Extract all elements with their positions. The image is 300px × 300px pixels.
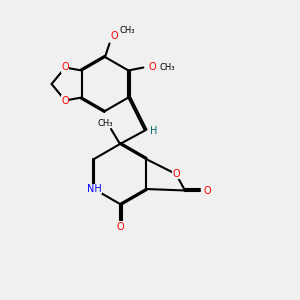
Text: O: O <box>172 169 180 179</box>
Text: H: H <box>150 125 158 136</box>
Text: O: O <box>204 185 211 196</box>
Text: O: O <box>110 31 118 41</box>
Text: CH₃: CH₃ <box>120 26 135 34</box>
Text: O: O <box>61 95 69 106</box>
Text: CH₃: CH₃ <box>160 63 175 72</box>
Text: NH: NH <box>87 184 101 194</box>
Text: O: O <box>148 62 156 73</box>
Text: CH₃: CH₃ <box>97 118 113 127</box>
Text: O: O <box>61 62 69 73</box>
Text: O: O <box>116 221 124 232</box>
